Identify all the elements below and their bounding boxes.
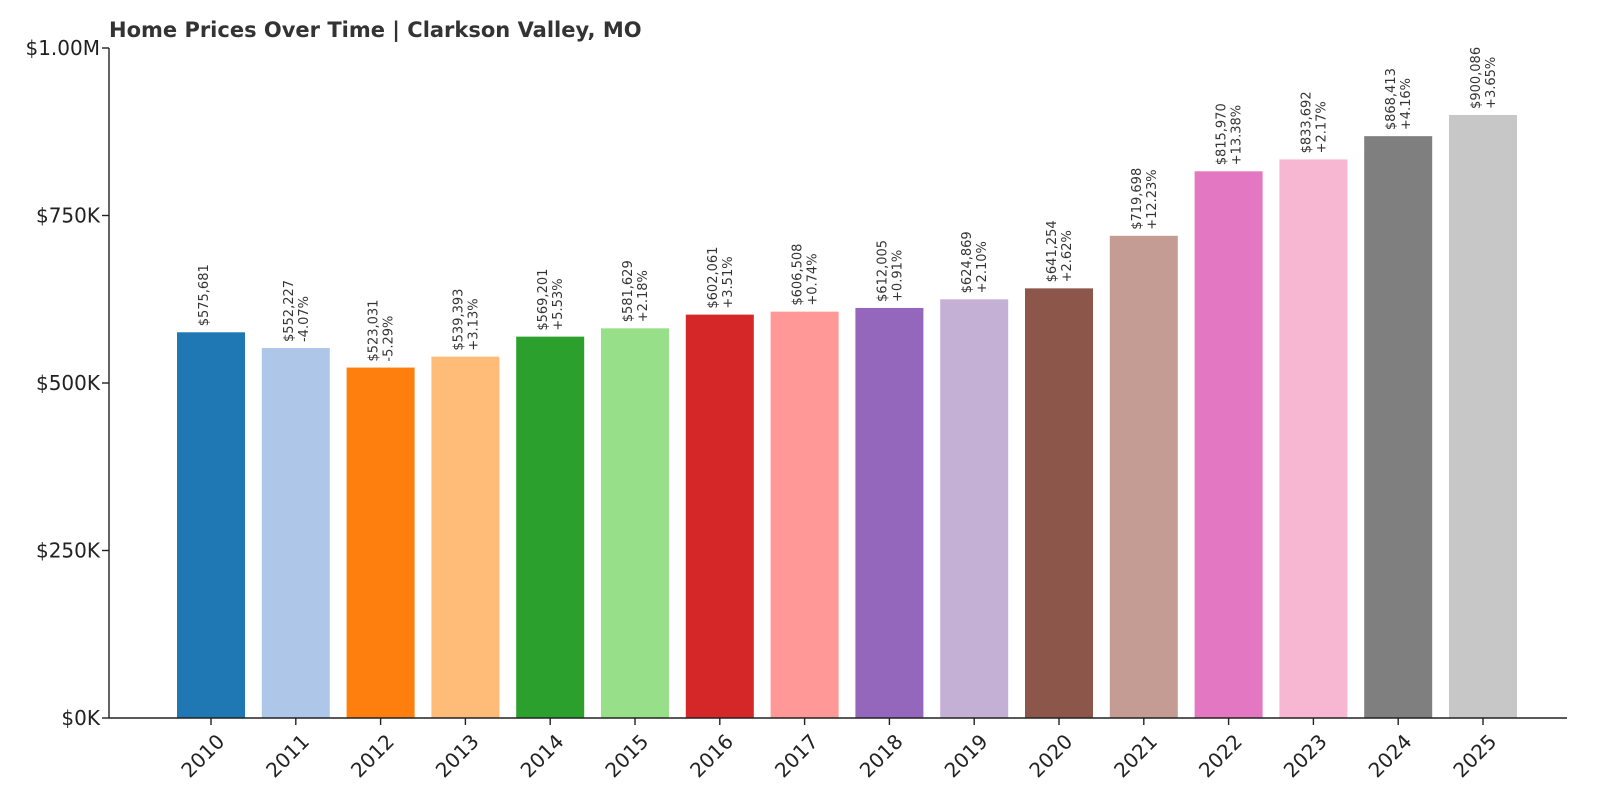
bar-change-label: +13.38% <box>1230 105 1245 165</box>
bar-value-label: $719,698 <box>1130 168 1145 230</box>
bar-change-label: +0.74% <box>806 253 821 305</box>
bar-value-label: $900,086 <box>1469 47 1484 109</box>
bar-change-label: -4.07% <box>297 296 312 342</box>
x-tick-label: 2019 <box>940 729 993 782</box>
bar-change-label: +4.16% <box>1399 78 1414 130</box>
x-tick-label: 2013 <box>431 729 484 782</box>
bar-change-label: +2.62% <box>1060 230 1075 282</box>
y-tick-label: $1.00M <box>25 36 100 60</box>
bar-labels: $575,681 $552,227 -4.07% $523,031 -5.29% $539… <box>197 47 1499 362</box>
bar-value-label: $523,031 <box>367 300 382 362</box>
x-tick-label: 2024 <box>1364 729 1417 782</box>
bar-value-label: $815,970 <box>1215 103 1230 165</box>
bar-change-label: +2.10% <box>975 241 990 293</box>
x-tick-label: 2012 <box>346 729 399 782</box>
bar-2010 <box>177 332 245 718</box>
x-tick-label: 2023 <box>1279 729 1332 782</box>
bar-value-label: $602,061 <box>706 247 721 309</box>
x-tick-label: 2016 <box>685 729 738 782</box>
bar-value-label: $833,692 <box>1299 91 1314 153</box>
x-axis-ticks: 2010 2011 2012 2013 2014 2015 2016 2017 2018 2019… <box>176 718 1501 782</box>
bar-value-label: $624,869 <box>960 231 975 293</box>
bar-change-label: +0.91% <box>890 250 905 302</box>
bar-change-label: +2.17% <box>1314 101 1329 153</box>
bar-change-label: +2.18% <box>636 270 651 322</box>
bar-2018 <box>855 307 924 718</box>
x-tick-label: 2025 <box>1448 729 1501 782</box>
x-tick-label: 2020 <box>1024 729 1077 782</box>
bar-2020 <box>1025 288 1093 718</box>
x-tick-label: 2018 <box>855 729 908 782</box>
bar-value-label: $612,005 <box>875 240 890 302</box>
y-axis-ticks: $0K $250K $500K $750K $1.00M <box>25 36 109 730</box>
bar-2015 <box>601 328 669 718</box>
y-tick-label: $250K <box>36 539 101 563</box>
bar-2011 <box>261 348 330 718</box>
bar-2012 <box>346 367 415 718</box>
bar-value-label: $552,227 <box>282 280 297 342</box>
bar-change-label: +3.65% <box>1484 57 1499 109</box>
bar-2022 <box>1194 171 1263 718</box>
x-tick-label: 2015 <box>600 729 653 782</box>
bar-2017 <box>770 311 839 718</box>
chart-title: Home Prices Over Time | Clarkson Valley,… <box>109 18 642 43</box>
bar-value-label: $641,254 <box>1045 220 1060 282</box>
bar-2023 <box>1279 159 1348 718</box>
bar-value-label: $575,681 <box>197 264 212 326</box>
y-tick-label: $500K <box>36 371 101 395</box>
x-tick-label: 2010 <box>176 729 229 782</box>
bar-change-label: +5.53% <box>551 278 566 330</box>
bar-2016 <box>685 314 754 718</box>
bar-2013 <box>431 356 500 718</box>
bar-2019 <box>940 299 1009 718</box>
bar-change-label: +3.51% <box>721 256 736 308</box>
bar-2021 <box>1109 235 1178 718</box>
x-tick-label: 2014 <box>516 729 569 782</box>
x-tick-label: 2021 <box>1109 729 1162 782</box>
bar-2024 <box>1364 136 1433 719</box>
x-tick-label: 2022 <box>1194 729 1247 782</box>
y-tick-label: $0K <box>61 706 100 730</box>
bar-value-label: $581,629 <box>621 260 636 322</box>
bar-value-label: $539,393 <box>451 289 466 351</box>
bar-change-label: +12.23% <box>1145 169 1160 229</box>
y-tick-label: $750K <box>36 204 101 228</box>
bar-value-label: $569,201 <box>536 269 551 331</box>
bar-value-label: $606,508 <box>791 244 806 306</box>
bars <box>177 114 1517 719</box>
bar-change-label: -5.29% <box>382 316 397 362</box>
bar-2014 <box>516 336 585 718</box>
bar-change-label: +3.13% <box>466 298 481 350</box>
bar-value-label: $868,413 <box>1384 68 1399 130</box>
bar-2025 <box>1449 114 1517 718</box>
x-tick-label: 2017 <box>770 729 823 782</box>
x-tick-label: 2011 <box>261 729 314 782</box>
